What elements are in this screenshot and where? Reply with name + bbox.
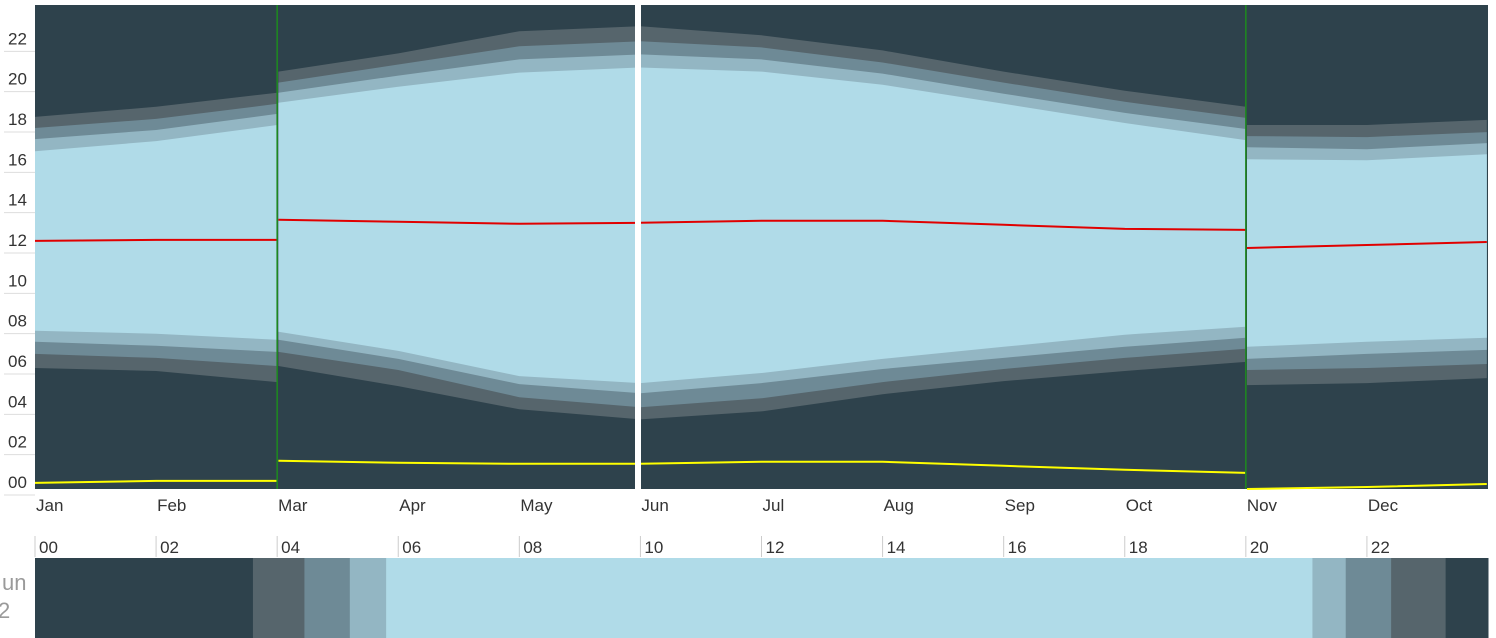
solar-noon-line-1: [278, 218, 1246, 231]
y-tick-label: 06: [8, 352, 27, 371]
solar-midnight-line-2: [1246, 483, 1487, 490]
day-tick-label: 14: [887, 538, 906, 557]
x-tick-label: Aug: [884, 496, 914, 515]
x-tick-label: Mar: [278, 496, 308, 515]
day-tick-label: 00: [39, 538, 58, 557]
day-strip-band-astro: [1391, 558, 1447, 638]
sidebar-label-line2: 2: [0, 598, 10, 623]
day-strip-axis: 00 02 04 06 08 10 12 14 16 18 20 22: [34, 536, 1390, 557]
day-strip-band-astro: [252, 558, 305, 638]
day-strip-band-civil: [1312, 558, 1347, 638]
solar-midnight-line-1: [278, 459, 1246, 474]
day-tick-label: 12: [766, 538, 785, 557]
x-tick-label: Sep: [1005, 496, 1035, 515]
x-tick-label: Jun: [641, 496, 668, 515]
day-strip[interactable]: [35, 558, 1489, 638]
solar-noon-line-2: [1246, 241, 1487, 249]
y-tick-label: 18: [8, 110, 27, 129]
day-strip-band-nautical: [304, 558, 351, 638]
x-tick-label: Feb: [157, 496, 186, 515]
y-tick-label: 20: [8, 70, 27, 89]
y-tick-label: 16: [8, 150, 27, 169]
x-tick-label: Dec: [1368, 496, 1399, 515]
y-tick-label: 02: [8, 433, 27, 452]
x-tick-label: Apr: [399, 496, 426, 515]
day-tick-label: 10: [644, 538, 663, 557]
y-tick-label: 12: [8, 231, 27, 250]
day-strip-band-night: [1445, 558, 1489, 638]
x-tick-label: Jul: [763, 496, 785, 515]
daylight-band-1: [278, 67, 1246, 384]
y-tick-label: 10: [8, 271, 27, 290]
day-tick-label: 06: [402, 538, 421, 557]
sidebar-label-line1: un: [2, 570, 26, 595]
x-tick-label: Oct: [1126, 496, 1153, 515]
selected-day-marker[interactable]: [635, 0, 641, 490]
y-tick-label: 14: [8, 191, 27, 210]
y-tick-label: 00: [8, 473, 27, 492]
day-tick-label: 18: [1129, 538, 1148, 557]
y-tick-label: 08: [8, 312, 27, 331]
daylight-band-2: [1247, 154, 1487, 347]
x-tick-label: Nov: [1247, 496, 1278, 515]
y-axis: 00 02 04 06 08 10 12 14 16 18 20 22: [4, 29, 35, 496]
daylight-band-0: [35, 125, 278, 340]
plot-area[interactable]: [34, 0, 1488, 490]
x-tick-label: Jan: [36, 496, 63, 515]
x-tick-label: May: [520, 496, 553, 515]
day-strip-band-day: [386, 558, 1313, 638]
solar-midnight-line-0: [34, 479, 278, 484]
solar-noon-line-0: [34, 238, 278, 242]
day-tick-label: 22: [1371, 538, 1390, 557]
day-tick-label: 04: [281, 538, 300, 557]
day-tick-label: 08: [523, 538, 542, 557]
x-axis: Jan Feb Mar Apr May Jun Jul Aug Sep Oct Nov Dec: [36, 496, 1399, 515]
day-strip-band-civil: [349, 558, 387, 638]
day-strip-band-night: [35, 558, 254, 638]
day-tick-label: 16: [1008, 538, 1027, 557]
day-strip-band-nautical: [1345, 558, 1392, 638]
day-tick-label: 02: [160, 538, 179, 557]
y-tick-label: 04: [8, 392, 27, 411]
y-tick-label: 22: [8, 29, 27, 48]
day-tick-label: 20: [1250, 538, 1269, 557]
